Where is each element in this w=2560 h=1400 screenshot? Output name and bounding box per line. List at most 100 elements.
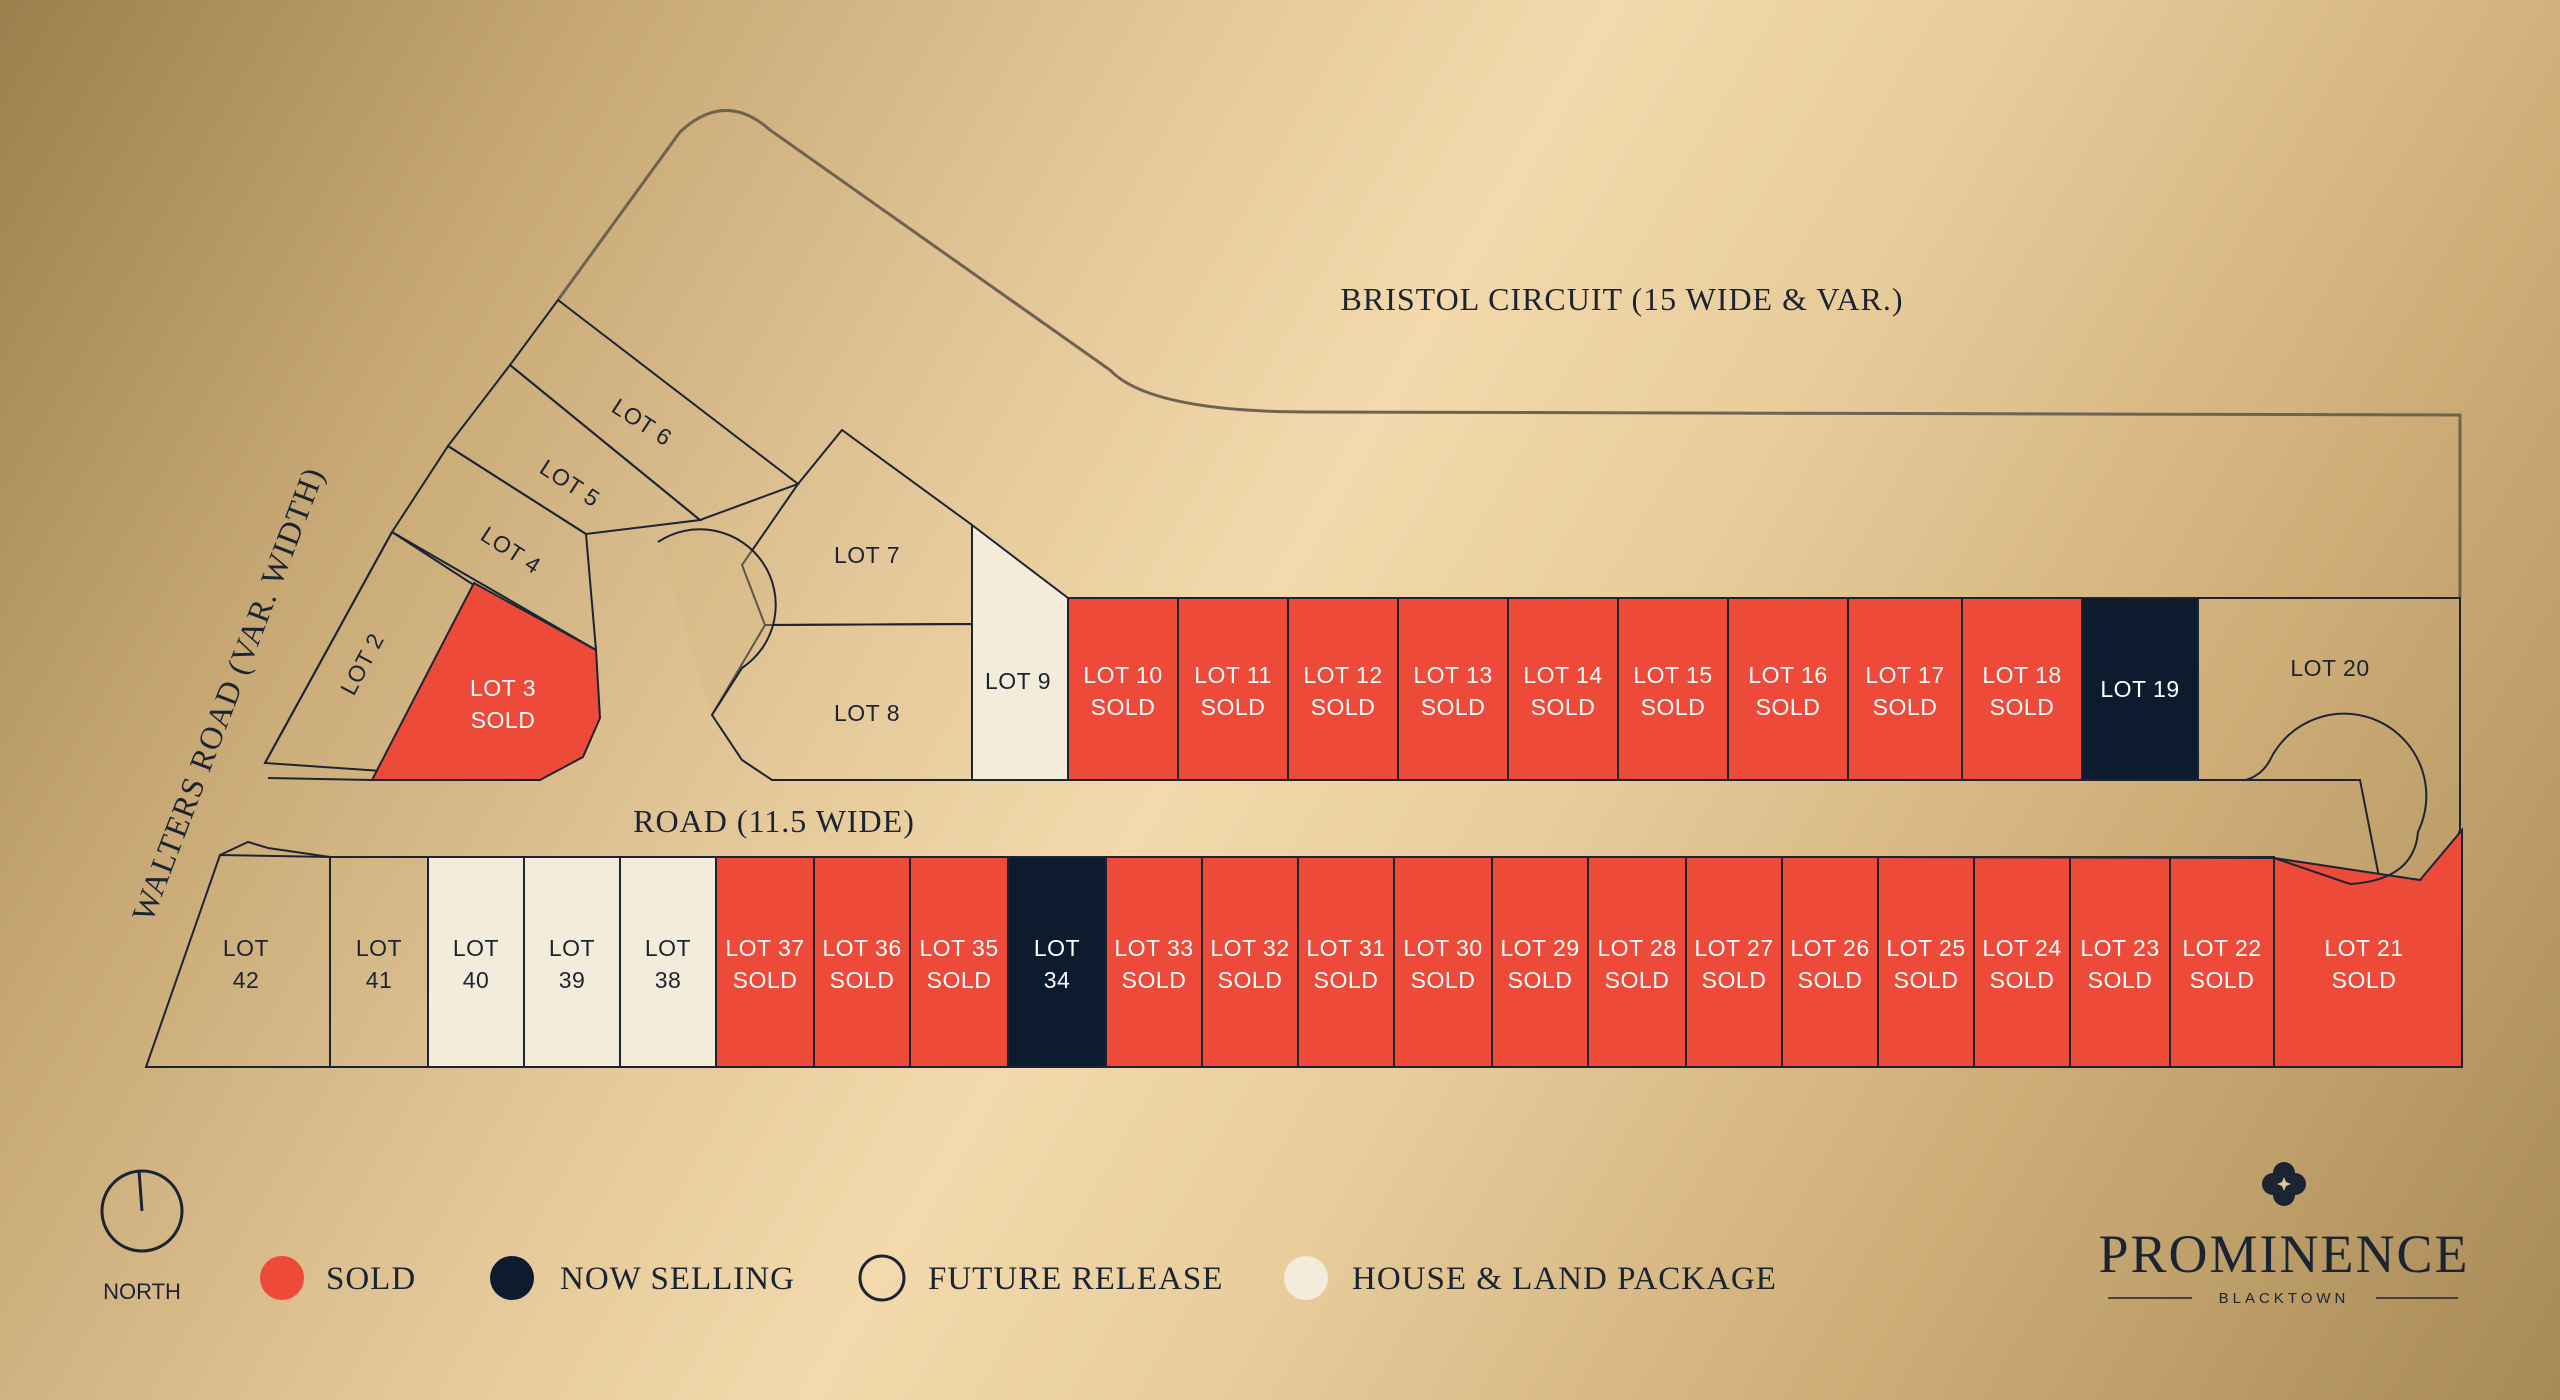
- lot-30-shape[interactable]: [1393, 856, 1493, 1068]
- lot-33[interactable]: LOT 33 SOLD: [1105, 856, 1203, 1068]
- lot-6-shape[interactable]: [508, 298, 801, 522]
- lot-15-label: LOT 15 SOLD: [1633, 662, 1712, 720]
- brand-sub: BLACKTOWN: [2219, 1290, 2350, 1307]
- lot-36[interactable]: LOT 36 SOLD: [813, 856, 911, 1068]
- lot-30[interactable]: LOT 30 SOLD: [1393, 856, 1493, 1068]
- lot-19[interactable]: LOT 19: [2081, 597, 2199, 781]
- lot-31[interactable]: LOT 31 SOLD: [1297, 856, 1395, 1068]
- lot-42-shape[interactable]: [144, 853, 331, 1068]
- lot-29[interactable]: LOT 29 SOLD: [1491, 856, 1589, 1068]
- lot-20-shape[interactable]: [2197, 597, 2461, 887]
- lot-15-shape[interactable]: [1617, 597, 1729, 781]
- lot-33-shape[interactable]: [1105, 856, 1203, 1068]
- lot-26[interactable]: LOT 26 SOLD: [1781, 856, 1879, 1068]
- lot-10[interactable]: LOT 10 SOLD: [1067, 597, 1179, 781]
- lot-16[interactable]: LOT 16 SOLD: [1727, 597, 1849, 781]
- legend: NORTH SOLD NOW SELLING FUTURE RELEASE HO…: [100, 1169, 1776, 1304]
- lot-36-shape[interactable]: [813, 856, 911, 1068]
- sold-swatch-icon: [260, 1256, 304, 1300]
- lot-35-shape[interactable]: [909, 856, 1009, 1068]
- lot-34[interactable]: LOT 34: [1007, 856, 1107, 1068]
- lot-29-shape[interactable]: [1491, 856, 1589, 1068]
- lot-35-line2: SOLD: [927, 967, 992, 993]
- lot-20-line1: LOT 20: [2290, 655, 2369, 681]
- lot-38-shape[interactable]: [619, 856, 717, 1068]
- lot-27-line2: SOLD: [1702, 967, 1767, 993]
- lot-20[interactable]: LOT 20: [2197, 597, 2461, 887]
- lot-31-shape[interactable]: [1297, 856, 1395, 1068]
- lot-35-line1: LOT 35: [919, 935, 998, 961]
- lot-13[interactable]: LOT 13 SOLD: [1397, 597, 1509, 781]
- walters-road-edge-lower: [219, 840, 331, 858]
- lot-17[interactable]: LOT 17 SOLD: [1847, 597, 1963, 781]
- lot-23-line1: LOT 23: [2080, 935, 2159, 961]
- lot-23-line2: SOLD: [2088, 967, 2153, 993]
- lot-12-line1: LOT 12: [1303, 662, 1382, 688]
- legend-now-selling: NOW SELLING: [490, 1256, 794, 1300]
- lot-42[interactable]: LOT 42: [144, 853, 331, 1068]
- lot-11-shape[interactable]: [1177, 597, 1289, 781]
- walters-road-edge-upper: [264, 531, 393, 764]
- legend-future-release: FUTURE RELEASE: [858, 1254, 1222, 1302]
- road-north-edge-west: [267, 777, 373, 781]
- lot-23-shape[interactable]: [2069, 856, 2171, 1068]
- lot-22-line2: SOLD: [2190, 967, 2255, 993]
- lot-34-shape[interactable]: [1007, 856, 1107, 1068]
- lot-3-line1: LOT 3: [470, 675, 536, 701]
- lot-41-shape[interactable]: [329, 856, 429, 1068]
- lot-39[interactable]: LOT 39: [523, 856, 621, 1068]
- lot-7[interactable]: LOT 7: [740, 428, 973, 627]
- lot-30-label: LOT 30 SOLD: [1403, 935, 1482, 993]
- lot-30-line2: SOLD: [1411, 967, 1476, 993]
- lot-23[interactable]: LOT 23 SOLD: [2069, 856, 2171, 1068]
- lot-12-shape[interactable]: [1287, 597, 1399, 781]
- lot-17-shape[interactable]: [1847, 597, 1963, 781]
- lot-26-label: LOT 26 SOLD: [1790, 935, 1869, 993]
- lot-39-shape[interactable]: [523, 856, 621, 1068]
- lot-26-shape[interactable]: [1781, 856, 1879, 1068]
- lot-40[interactable]: LOT 40: [427, 856, 525, 1068]
- lot-37-shape[interactable]: [715, 856, 815, 1068]
- lot-42-line1: LOT: [223, 935, 269, 961]
- lot-32-shape[interactable]: [1201, 856, 1299, 1068]
- lot-17-line2: SOLD: [1873, 694, 1938, 720]
- lot-18[interactable]: LOT 18 SOLD: [1961, 597, 2083, 781]
- lot-3[interactable]: LOT 3 SOLD: [370, 581, 602, 781]
- lot-9[interactable]: LOT 9: [971, 522, 1069, 781]
- lot-10-shape[interactable]: [1067, 597, 1179, 781]
- lot-25[interactable]: LOT 25 SOLD: [1877, 856, 1975, 1068]
- lot-40-shape[interactable]: [427, 856, 525, 1068]
- lot-11-label: LOT 11 SOLD: [1194, 662, 1272, 720]
- lot-25-shape[interactable]: [1877, 856, 1975, 1068]
- lot-28[interactable]: LOT 28 SOLD: [1587, 856, 1687, 1068]
- cul-de-sac-east: [2198, 712, 2428, 886]
- lot-28-shape[interactable]: [1587, 856, 1687, 1068]
- lot-27-shape[interactable]: [1685, 856, 1783, 1068]
- lot-22[interactable]: LOT 22 SOLD: [2169, 856, 2275, 1068]
- lot-10-line2: SOLD: [1091, 694, 1156, 720]
- lot-21[interactable]: LOT 21 SOLD: [2273, 827, 2463, 1068]
- lot-24[interactable]: LOT 24 SOLD: [1973, 856, 2071, 1068]
- lot-13-shape[interactable]: [1397, 597, 1509, 781]
- lot-9-shape[interactable]: [971, 522, 1069, 781]
- lot-41-line2: 41: [366, 967, 393, 993]
- lot-37[interactable]: LOT 37 SOLD: [715, 856, 815, 1068]
- lot-32[interactable]: LOT 32 SOLD: [1201, 856, 1299, 1068]
- lot-15[interactable]: LOT 15 SOLD: [1617, 597, 1729, 781]
- lot-38[interactable]: LOT 38: [619, 856, 717, 1068]
- lot-11[interactable]: LOT 11 SOLD: [1177, 597, 1289, 781]
- lot-6-line1: LOT 6: [607, 393, 677, 451]
- lot-18-label: LOT 18 SOLD: [1982, 662, 2061, 720]
- lot-14[interactable]: LOT 14 SOLD: [1507, 597, 1619, 781]
- lot-14-shape[interactable]: [1507, 597, 1619, 781]
- lot-18-shape[interactable]: [1961, 597, 2083, 781]
- lot-35[interactable]: LOT 35 SOLD: [909, 856, 1009, 1068]
- lot-22-shape[interactable]: [2169, 856, 2275, 1068]
- lot-24-shape[interactable]: [1973, 856, 2071, 1068]
- lot-41[interactable]: LOT 41: [329, 856, 429, 1068]
- lot-7-shape[interactable]: [740, 428, 973, 627]
- lot-27[interactable]: LOT 27 SOLD: [1685, 856, 1783, 1068]
- lot-16-shape[interactable]: [1727, 597, 1849, 781]
- lot-12[interactable]: LOT 12 SOLD: [1287, 597, 1399, 781]
- lot-25-line1: LOT 25: [1886, 935, 1965, 961]
